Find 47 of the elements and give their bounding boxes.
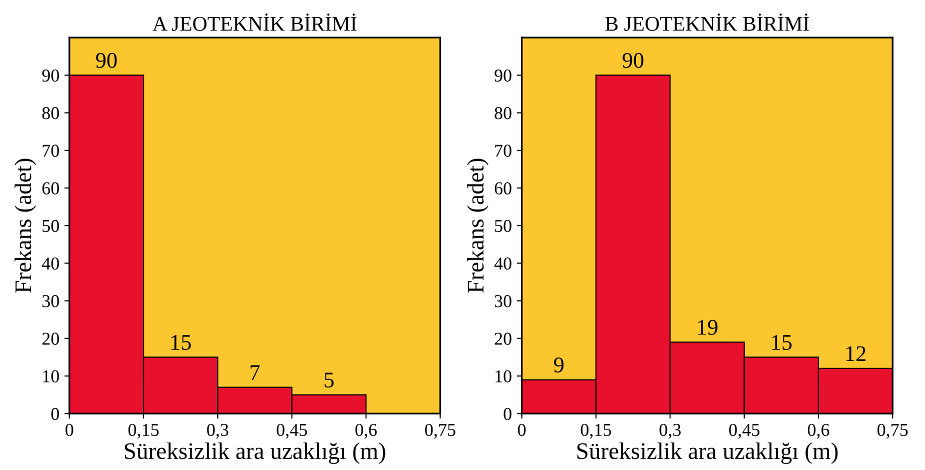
chart-title: A JEOTEKNİK BİRİMİ <box>152 14 356 31</box>
y-tick-label: 10 <box>43 370 59 382</box>
y-tick-label: 0 <box>504 408 512 420</box>
x-tick-label: 0,75 <box>878 424 908 439</box>
x-tick-label: 0,6 <box>355 424 377 439</box>
data-label: 5 <box>324 372 334 388</box>
data-label: 19 <box>698 320 718 335</box>
x-tick-label: 0,45 <box>729 424 760 439</box>
x-tick-label: 0,3 <box>660 424 681 439</box>
x-tick-label: 0,15 <box>128 424 159 439</box>
y-tick-label: 20 <box>42 332 59 345</box>
y-tick-label: 40 <box>42 257 59 270</box>
x-axis-title: Süreksizlik ara uzaklığı (m) <box>124 442 386 464</box>
x-axis-title: Süreksizlik ara uzaklığı (m) <box>577 442 838 464</box>
x-tick-label: 0,3 <box>207 424 228 439</box>
y-tick-label: 50 <box>495 220 512 232</box>
y-tick-label: 40 <box>494 257 512 270</box>
data-label: 90 <box>96 52 117 68</box>
data-label: 15 <box>772 335 792 350</box>
data-label: 15 <box>171 335 191 350</box>
x-tick-label: 0 <box>66 424 74 436</box>
y-axis-title: Frekans (adet) <box>467 158 488 293</box>
x-tick-label: 0,75 <box>425 424 456 439</box>
y-tick-label: 70 <box>495 144 512 157</box>
chart-title: B JEOTEKNİK BİRİMİ <box>605 14 809 31</box>
y-tick-label: 10 <box>496 370 512 382</box>
y-tick-label: 80 <box>494 107 512 120</box>
x-tick-label: 0,45 <box>276 424 307 439</box>
y-tick-label: 50 <box>42 220 59 232</box>
y-tick-label: 0 <box>51 408 59 420</box>
y-tick-label: 30 <box>494 295 512 308</box>
x-tick-label: 0 <box>518 424 526 436</box>
data-label: 90 <box>622 52 644 68</box>
y-tick-label: 60 <box>494 182 512 194</box>
y-tick-label: 70 <box>42 144 59 157</box>
y-tick-label: 90 <box>42 69 59 82</box>
y-tick-label: 80 <box>42 107 59 120</box>
data-label: 9 <box>554 358 564 372</box>
y-tick-label: 30 <box>42 295 59 308</box>
y-axis-title: Frekans (adet) <box>14 158 36 293</box>
y-tick-label: 90 <box>494 69 512 82</box>
x-tick-label: 0,15 <box>580 424 612 439</box>
x-tick-label: 0,6 <box>808 424 830 439</box>
data-label: 12 <box>846 346 866 361</box>
y-tick-label: 20 <box>494 332 512 345</box>
data-label: 7 <box>250 365 260 380</box>
y-tick-label: 60 <box>42 182 59 194</box>
